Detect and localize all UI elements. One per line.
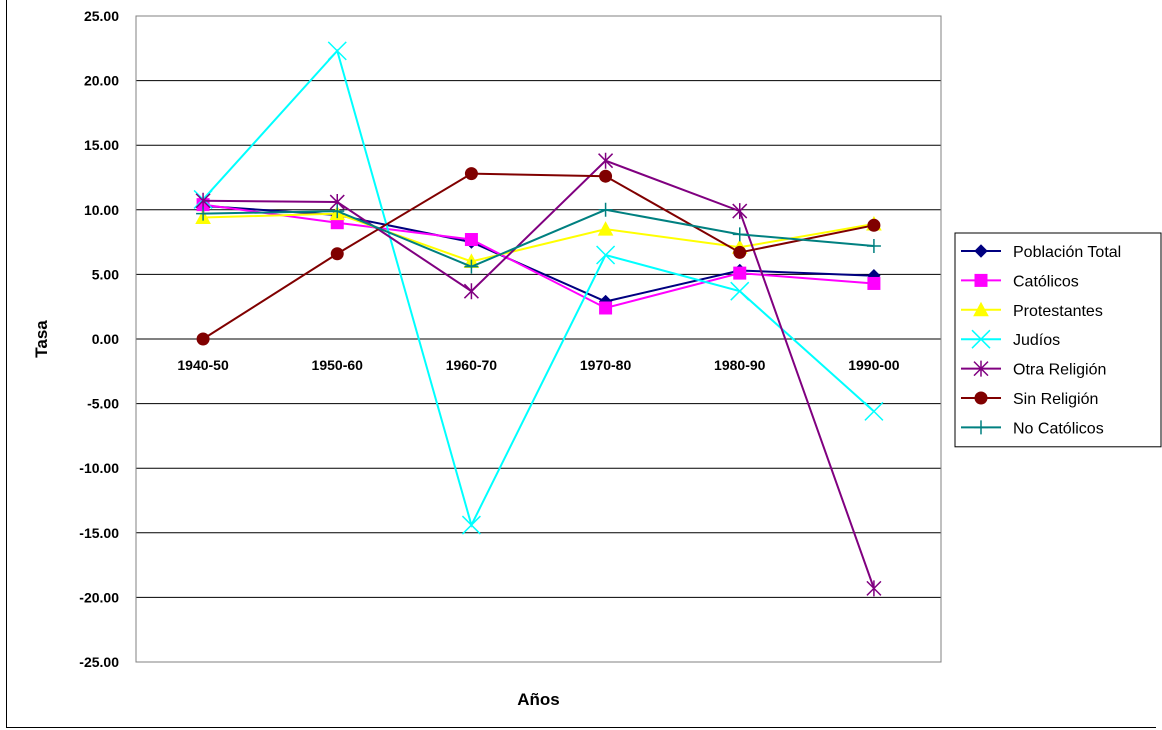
series-line [202,48,875,528]
series-line [203,212,875,263]
legend-label: Judíos [1013,332,1060,349]
legend-label: No Católicos [1013,420,1104,437]
data-point [461,515,481,535]
legend-label: Otra Religión [1013,362,1106,379]
y-tick-label: 5.00 [92,266,119,282]
x-tick-label: 1960-70 [446,357,498,373]
data-point [973,301,989,317]
y-tick-label: 25.00 [84,8,119,24]
legend-entry: Población Total [961,244,1121,261]
chart-frame [6,0,1156,728]
y-tick-label: -10.00 [79,460,119,476]
data-point [463,283,479,300]
legend-entry: Protestantes [961,301,1103,320]
legend-entry: Católicos [961,273,1079,290]
x-tick-label: 1950-60 [312,357,364,373]
data-point [866,238,881,253]
series-line [202,203,874,310]
data-point [974,420,988,435]
data-point [464,233,478,247]
y-tick-label: 20.00 [84,73,119,89]
series-población-total [196,199,881,309]
data-point [974,273,988,287]
data-point [196,332,210,346]
legend-entry: Sin Religión [961,391,1098,408]
x-axis-tick-labels: 1940-50 1950-60 1960-70 1970-80 1980-90 1990-… [177,357,899,373]
data-point [864,401,884,421]
series-line [203,208,875,268]
x-tick-label: 1970-80 [580,357,632,373]
series-católicos [196,198,881,315]
series-judíos [193,41,884,535]
x-tick-label: 1990-00 [848,357,900,373]
y-axis-tick-labels: 25.00 20.00 15.00 10.00 5.00 0.00 -5.00 -10.00 -… [79,8,119,670]
data-point [732,203,748,220]
y-tick-label: -20.00 [79,589,119,605]
data-point [596,245,616,265]
series-line [203,159,875,589]
series-no-católicos [196,202,881,274]
y-tick-label: 15.00 [84,137,119,153]
y-tick-label: 0.00 [92,331,119,347]
data-point [973,360,989,377]
legend-label: Sin Religión [1013,391,1098,408]
data-point [195,192,211,209]
data-point [971,329,991,349]
data-point [867,276,881,290]
series-line [202,172,875,340]
series-layer [193,41,884,597]
data-point [733,245,747,259]
series-sin-religión [196,167,881,346]
data-point [598,202,613,217]
x-tick-label: 1980-90 [714,357,766,373]
data-point [330,204,345,219]
data-point [974,244,988,258]
data-point [598,152,614,169]
legend-entry: Otra Religión [961,360,1106,379]
data-point [730,281,750,301]
y-tick-label: -25.00 [79,654,119,670]
data-point [599,301,613,315]
data-point [866,580,882,597]
gridlines [136,80,941,598]
data-point [732,227,747,242]
data-point [867,218,881,232]
y-axis-title: Tasa [32,320,51,358]
y-tick-label: 10.00 [84,202,119,218]
data-point [597,221,614,236]
series-line [203,204,874,303]
data-point [599,169,613,183]
data-point [974,391,988,405]
legend-label: Población Total [1013,244,1121,261]
x-tick-label: 1940-50 [177,357,229,373]
legend-entry: No Católicos [961,420,1104,437]
series-otra-religión [195,152,882,597]
data-point [330,247,344,261]
legend-label: Protestantes [1013,303,1103,320]
legend: Población Total Católicos Protestantes Judí… [954,232,1162,448]
data-point [196,206,211,221]
y-tick-label: -5.00 [87,396,119,412]
y-tick-label: -15.00 [79,525,119,541]
x-axis-title: Años [517,690,560,709]
data-point [327,41,347,61]
legend-entry: Judíos [961,329,1060,349]
data-point [733,266,747,280]
data-point [464,259,479,274]
data-point [464,167,478,181]
plot-area-border [135,15,942,663]
legend-label: Católicos [1013,273,1079,290]
